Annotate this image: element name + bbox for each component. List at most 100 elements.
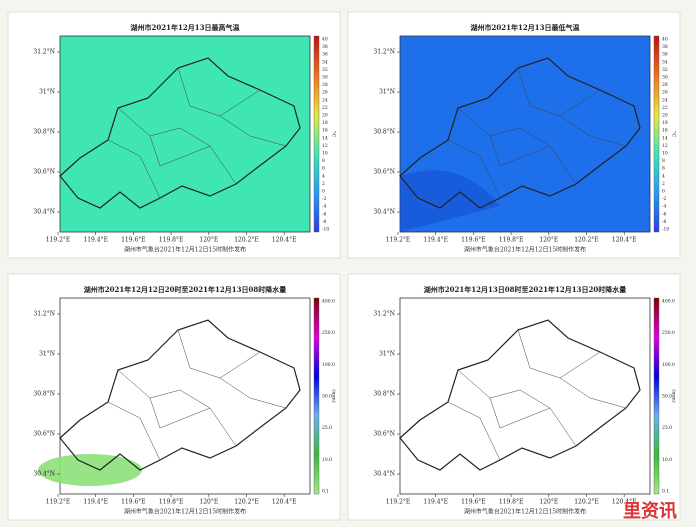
district-border <box>447 139 501 199</box>
lon-label: 119.6°E <box>121 499 146 506</box>
lat-label: 30.4°N <box>33 471 55 478</box>
lon-label: 119.8°E <box>499 237 524 244</box>
colorbar-label: 0 <box>322 189 325 195</box>
colorbar-unit: °C <box>671 131 677 138</box>
rain-area <box>38 454 142 486</box>
colorbar-label: 4 <box>662 173 665 179</box>
lon-label: 120°E <box>539 237 558 244</box>
lon-label: 120.4°E <box>272 237 297 244</box>
cold-area <box>400 170 500 232</box>
lon-label: 120.4°E <box>272 499 297 506</box>
district-border <box>117 369 237 447</box>
colorbar-label: 40 <box>662 37 668 43</box>
colorbar-label: 18 <box>322 120 328 126</box>
lon-label: 120.4°E <box>612 499 637 506</box>
lon-label: 120.2°E <box>574 499 599 506</box>
lon-label: 119.2°E <box>46 237 71 244</box>
colorbar-label: -4 <box>322 204 327 210</box>
lat-label: 30.6°N <box>33 431 55 438</box>
district-border <box>559 115 627 147</box>
map-area <box>399 297 651 495</box>
colorbar <box>313 35 320 233</box>
colorbar-label: 28 <box>662 82 668 88</box>
colorbar-label: -10 <box>322 227 329 233</box>
colorbar-label: 250.0 <box>662 330 675 336</box>
colorbar-label: 2 <box>662 181 665 187</box>
city-outline <box>399 57 641 209</box>
colorbar-label: 16 <box>662 128 668 134</box>
lon-label: 119.8°E <box>159 499 184 506</box>
colorbar-label: 22 <box>662 105 668 111</box>
colorbar-label: 25.0 <box>322 425 332 431</box>
lat-label: 31°N <box>379 351 395 358</box>
colorbar-unit: (mm) <box>331 389 338 402</box>
colorbar-label: 22 <box>322 105 328 111</box>
district-border <box>177 67 261 117</box>
colorbar-label: -6 <box>662 211 667 217</box>
lon-label: 119.4°E <box>83 237 108 244</box>
watermark: 里资讯 <box>623 500 677 522</box>
lat-label: 31.2°N <box>33 311 55 318</box>
colorbar-label: 14 <box>322 135 328 141</box>
colorbar-label: 14 <box>662 135 668 141</box>
colorbar-label: 20 <box>322 113 328 119</box>
panel-title: 湖州市2021年12月12日20时至2021年12月13日08时降水量 <box>84 285 286 294</box>
colorbar-label: 34 <box>662 59 668 65</box>
colorbar-label: 34 <box>322 59 328 65</box>
panel-title: 湖州市2021年12月13日最高气温 <box>131 23 240 32</box>
lat-label: 31.2°N <box>373 311 395 318</box>
lat-label: 31°N <box>39 351 55 358</box>
lon-label: 119.6°E <box>121 237 146 244</box>
colorbar-label: 50.0 <box>662 394 672 400</box>
lon-label: 120.2°E <box>234 237 259 244</box>
lat-label: 30.4°N <box>373 209 395 216</box>
colorbar-label: -8 <box>322 219 327 225</box>
district-border <box>559 377 627 409</box>
lon-label: 120.2°E <box>234 499 259 506</box>
colorbar <box>313 297 320 495</box>
lon-label: 120°E <box>199 499 218 506</box>
colorbar-label: 50.0 <box>322 394 332 400</box>
lat-label: 30.8°N <box>373 391 395 398</box>
lon-label: 119.4°E <box>423 499 448 506</box>
lat-label: 30.6°N <box>373 169 395 176</box>
colorbar-label: 8 <box>662 158 665 164</box>
district-border <box>117 107 237 185</box>
colorbar-unit: (mm) <box>671 389 678 402</box>
colorbar-label: 0 <box>662 189 665 195</box>
colorbar-label: 38 <box>322 44 328 50</box>
colorbar-label: 100.0 <box>662 362 675 368</box>
district-border <box>517 329 601 379</box>
lat-label: 30.6°N <box>33 169 55 176</box>
lon-label: 119.2°E <box>386 499 411 506</box>
colorbar-label: 250.0 <box>322 330 335 336</box>
colorbar-label: -6 <box>322 211 327 217</box>
colorbar <box>653 297 660 495</box>
lon-label: 119.8°E <box>159 237 184 244</box>
lon-label: 120°E <box>199 237 218 244</box>
colorbar-label: 36 <box>322 52 328 58</box>
colorbar-label: 12 <box>662 143 668 149</box>
colorbar-label: -8 <box>662 219 667 225</box>
map-area <box>59 35 311 233</box>
district-border <box>517 67 601 117</box>
panel-footer: 湖州市气象台2021年12月12日15时制作发布 <box>124 508 246 516</box>
colorbar-label: 4 <box>322 173 325 179</box>
lat-label: 30.4°N <box>373 471 395 478</box>
panel-title: 湖州市2021年12月13日08时至2021年12月13日20时降水量 <box>424 285 626 294</box>
district-border <box>149 397 211 429</box>
district-border <box>489 135 551 167</box>
lon-label: 119.2°E <box>386 237 411 244</box>
colorbar-label: 2 <box>322 181 325 187</box>
lat-label: 30.8°N <box>33 129 55 136</box>
lat-label: 30.8°N <box>33 391 55 398</box>
city-outline <box>399 319 641 471</box>
colorbar-label: 38 <box>662 44 668 50</box>
lat-label: 31.2°N <box>33 49 55 56</box>
colorbar-label: -2 <box>662 196 667 202</box>
panel-footer: 湖州市气象台2021年12月12日15时制作发布 <box>464 246 586 254</box>
colorbar-label: 18 <box>662 120 668 126</box>
lat-label: 30.8°N <box>373 129 395 136</box>
lon-label: 120°E <box>539 499 558 506</box>
